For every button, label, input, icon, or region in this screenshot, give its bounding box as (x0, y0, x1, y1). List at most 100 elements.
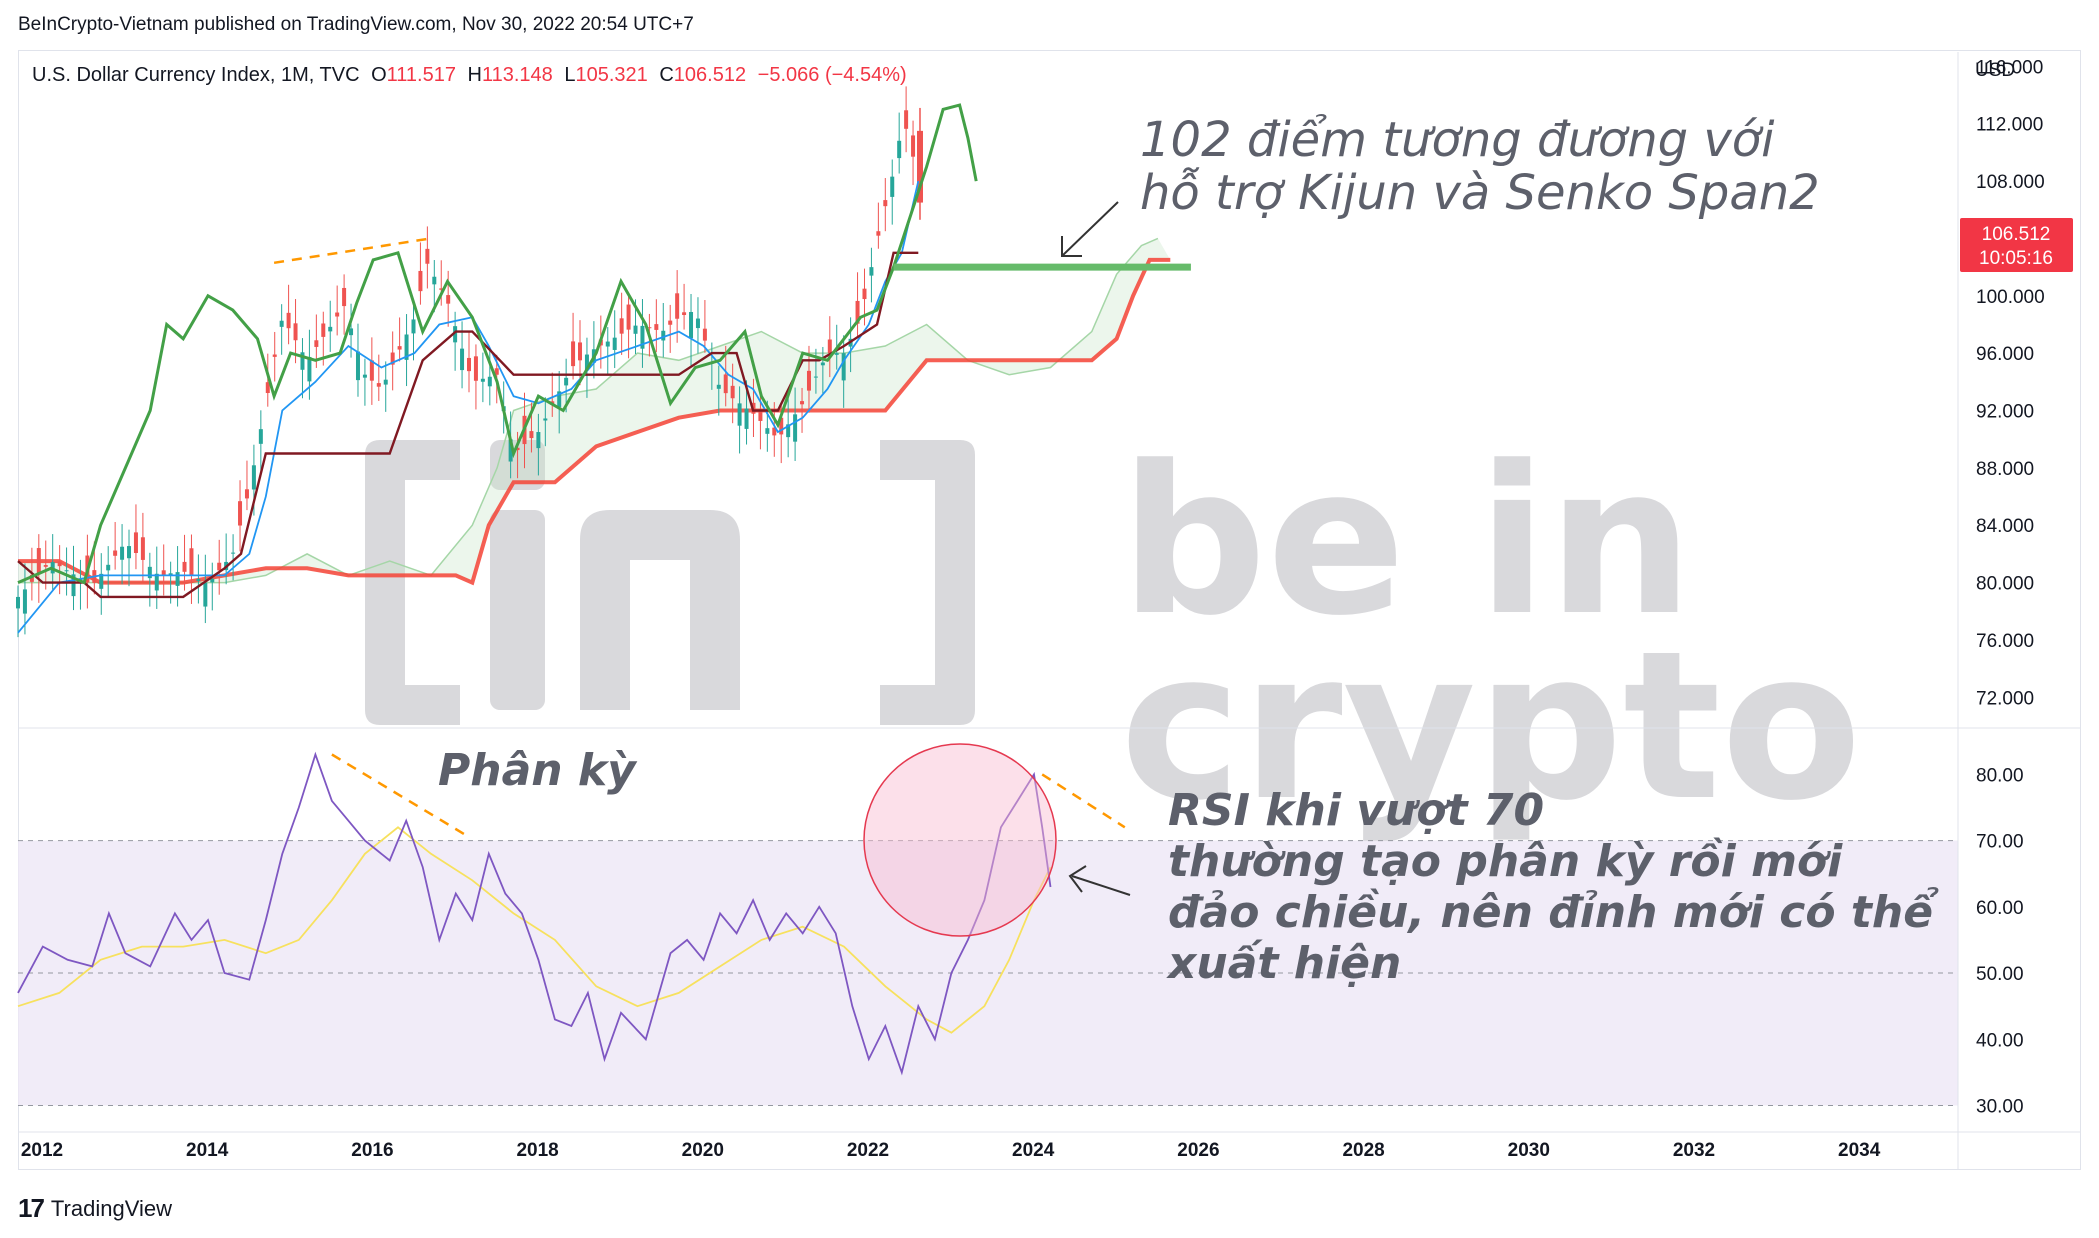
candle-body (362, 374, 367, 378)
candle-body (897, 140, 902, 159)
candle-body (244, 489, 249, 499)
candle-body (265, 382, 270, 394)
symbol-name[interactable]: U.S. Dollar Currency Index, 1M, TVC (32, 64, 360, 86)
time-tick-label: 2020 (682, 1140, 724, 1161)
candle-body (758, 410, 763, 421)
candle-body (43, 565, 48, 567)
candle-body (626, 304, 631, 330)
candle-body (904, 110, 909, 129)
time-tick-label: 2034 (1838, 1140, 1881, 1161)
time-tick-label: 2030 (1508, 1140, 1550, 1161)
candle-body (834, 353, 839, 355)
candle-body (633, 325, 638, 334)
candle-body (827, 339, 832, 354)
rsi-ma-line (17, 826, 1052, 1034)
candle-body (529, 431, 534, 439)
candle-body (543, 418, 548, 421)
candle-body (99, 573, 104, 589)
candle-body (480, 378, 485, 382)
open-value: 111.517 (386, 64, 456, 86)
candle-body (161, 570, 166, 575)
candle-body (133, 532, 138, 553)
candle-body (508, 439, 513, 462)
candle-body (661, 330, 666, 341)
candle-body (251, 465, 256, 490)
price-axis[interactable]: 116.000 112.000 108.000 100.000 96.000 92.000… (1957, 52, 2073, 1170)
candle-body (473, 356, 478, 381)
time-axis[interactable]: 2012 2014 2016 2018 2020 2022 2024 2026 2028 2030… (18, 1131, 2081, 1161)
candle-body (383, 379, 388, 385)
candle-body (813, 376, 818, 378)
price-tick-label: 88.000 (1976, 459, 2034, 480)
price-badge-countdown: 10:05:16 (1979, 248, 2053, 269)
candle-body (272, 354, 277, 357)
candle-body (647, 327, 652, 329)
candle-body (820, 362, 825, 366)
candle-body (890, 176, 895, 197)
candle-body (418, 270, 423, 292)
currency-label[interactable]: USD (1975, 60, 2016, 81)
footer: 17 TradingView (18, 1193, 172, 1224)
rsi-tick-label: 40.00 (1976, 1030, 2024, 1051)
candle-body (238, 501, 243, 526)
kijun-note-line2: hỗ trợ Kijun và Senko Span2 (1140, 165, 1820, 221)
candle-body (321, 323, 326, 337)
candle-body (869, 267, 874, 276)
time-tick-label: 2028 (1342, 1140, 1384, 1161)
candle-body (876, 231, 881, 236)
candle-body (460, 348, 465, 371)
candle-body (466, 357, 471, 372)
candle-body (564, 377, 569, 386)
rsi-line (17, 751, 1052, 1076)
rsi-tick-label: 30.00 (1976, 1097, 2024, 1118)
rsi-recent-divergence-line (1041, 773, 1126, 829)
price-tick-label: 108.000 (1976, 172, 2045, 193)
ichimoku-cloud (18, 238, 1171, 583)
rsi-tick-label: 80.00 (1976, 765, 2024, 786)
candle-body (432, 276, 437, 285)
rsi-tick-label: 70.00 (1976, 832, 2024, 853)
candle-body (446, 295, 451, 304)
candle-body (806, 370, 811, 391)
candle-body (619, 318, 624, 334)
candle-body (300, 352, 305, 370)
rsi-tick-label: 60.00 (1976, 898, 2024, 919)
change-value: −5.066 (−4.54%) (757, 64, 907, 86)
price-badge (1960, 218, 2073, 272)
time-tick-label: 2032 (1673, 1140, 1715, 1161)
rsi-note-line3: đảo chiều, nên đỉnh mới có thể (1168, 887, 1934, 938)
candle-body (536, 432, 541, 449)
candle-body (841, 353, 846, 381)
candle-body (779, 417, 784, 435)
rsi-tick-label: 50.00 (1976, 964, 2024, 985)
candle-body (106, 564, 111, 571)
candle-body (390, 352, 395, 365)
senkou-span-b-line (18, 257, 1171, 586)
candle-body (279, 320, 284, 327)
tenkan-sen-line (17, 180, 920, 634)
tradingview-logo-icon[interactable]: 17 (18, 1193, 45, 1223)
divergence-note: Phân kỳ (438, 745, 636, 796)
price-tick-label: 76.000 (1976, 631, 2034, 652)
rsi-note-line2: thường tạo phân kỳ rồi mới (1168, 836, 1843, 887)
price-tick-label: 116.000 (1976, 57, 2043, 78)
watermark-logo (365, 440, 975, 725)
candle-body (64, 570, 69, 572)
candle-body (314, 340, 319, 347)
candle-body (584, 354, 589, 371)
candle-body (425, 248, 430, 264)
candle-body (453, 326, 458, 343)
candle-body (411, 319, 416, 334)
candle-body (369, 360, 374, 381)
price-tick-label: 96.000 (1976, 344, 2034, 365)
last-candle-body (916, 130, 923, 203)
candle-body (120, 546, 125, 560)
tradingview-brand[interactable]: TradingView (50, 1195, 172, 1221)
time-tick-label: 2026 (1177, 1140, 1219, 1161)
candle-body (286, 312, 291, 329)
candle-body (793, 414, 798, 442)
candle-body (147, 566, 152, 579)
high-label: H (467, 64, 482, 86)
price-divergence-line (273, 237, 432, 265)
